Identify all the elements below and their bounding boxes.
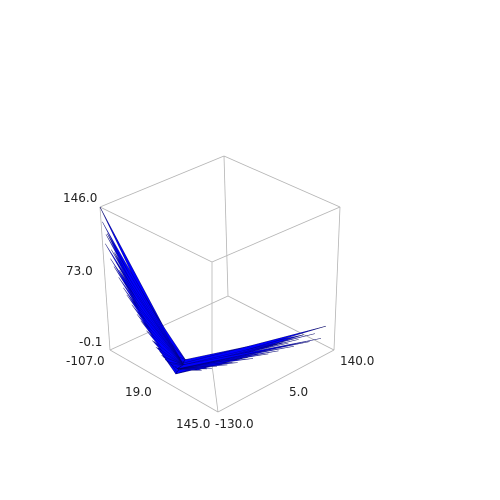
box-edge [223, 155, 341, 208]
axis-tick-labels: 146.0 73.0 -0.1 -107.0 19.0 145.0 -130.0… [63, 191, 374, 431]
z-tick-label: 146.0 [63, 191, 97, 205]
x-tick-label: 145.0 [176, 417, 210, 431]
box-edge [211, 206, 341, 263]
surface-facet [177, 338, 322, 369]
y-tick-label: 5.0 [289, 385, 308, 399]
z-tick-label: -0.1 [79, 335, 102, 349]
box-edge [333, 206, 341, 351]
x-tick-label: -107.0 [66, 354, 105, 368]
y-tick-label: 140.0 [340, 354, 374, 368]
box-edge [211, 364, 219, 413]
box-edge [217, 349, 335, 413]
box-edge [109, 295, 229, 351]
box-edge [99, 206, 111, 351]
box-edge [223, 155, 229, 297]
x-tick-label: 19.0 [125, 385, 152, 399]
box-edge [99, 206, 213, 263]
z-tick-label: 73.0 [66, 264, 93, 278]
plot-bounding-box [99, 155, 341, 413]
box-edge [109, 349, 219, 413]
box-edge [227, 295, 335, 351]
surface-mesh [99, 206, 326, 375]
y-tick-label: -130.0 [215, 417, 254, 431]
box-edge [99, 155, 225, 208]
